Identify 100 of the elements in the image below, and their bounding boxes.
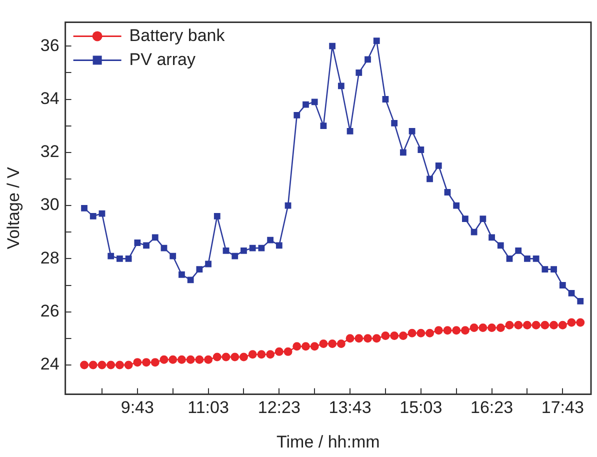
point <box>168 355 178 364</box>
point <box>408 328 416 338</box>
point <box>310 342 319 351</box>
y-tick-label: 28 <box>40 248 60 268</box>
point <box>115 360 124 370</box>
point <box>116 255 123 262</box>
point <box>142 358 151 367</box>
point <box>232 252 238 260</box>
x-tick-label: 11:03 <box>188 398 229 418</box>
point <box>152 234 158 241</box>
point <box>267 236 274 244</box>
point <box>391 120 398 126</box>
point <box>150 358 160 367</box>
point <box>567 318 576 327</box>
legend-label: Battery bank <box>129 26 226 45</box>
x-tick-label: 9:43 <box>120 398 154 418</box>
point <box>444 189 451 196</box>
point <box>98 360 106 370</box>
point <box>284 202 292 209</box>
point <box>258 244 265 252</box>
point <box>319 339 328 348</box>
point <box>514 320 523 330</box>
point <box>195 355 204 364</box>
point <box>106 360 116 370</box>
point <box>354 334 364 343</box>
x-tick-label: 15:03 <box>400 398 442 418</box>
point <box>108 252 114 260</box>
x-tick-label: 12:23 <box>258 398 300 418</box>
point <box>488 324 496 332</box>
point <box>222 352 230 362</box>
point <box>204 355 213 364</box>
point <box>497 242 504 249</box>
point <box>443 326 452 335</box>
point <box>532 255 540 262</box>
point <box>284 347 292 356</box>
point <box>292 342 302 351</box>
point <box>329 42 336 50</box>
point <box>134 240 141 246</box>
point <box>178 271 185 278</box>
point <box>559 282 566 288</box>
point <box>373 38 380 44</box>
point <box>187 276 194 284</box>
point <box>276 242 282 249</box>
point <box>416 328 426 338</box>
point <box>88 360 98 370</box>
point <box>160 244 168 252</box>
point <box>98 210 106 217</box>
point <box>222 248 230 254</box>
point <box>124 360 133 370</box>
point <box>346 334 354 343</box>
point <box>133 358 142 367</box>
point <box>196 266 203 273</box>
point <box>81 205 88 212</box>
y-tick-label: 34 <box>40 88 60 108</box>
point <box>248 350 257 359</box>
point <box>240 248 247 254</box>
y-tick-label: 32 <box>40 142 60 162</box>
point <box>356 69 362 76</box>
point <box>301 342 310 351</box>
point <box>390 331 399 340</box>
point <box>453 202 460 209</box>
point <box>426 176 433 182</box>
point <box>426 328 434 338</box>
point <box>274 347 284 356</box>
point <box>320 122 327 130</box>
point <box>460 326 470 335</box>
point <box>90 212 96 220</box>
point <box>80 360 89 370</box>
point <box>505 320 514 330</box>
point <box>435 162 442 169</box>
point <box>125 255 132 262</box>
point <box>160 355 168 364</box>
point <box>515 248 522 254</box>
point <box>302 101 309 108</box>
legend-label: PV array <box>129 50 196 69</box>
y-axis-title: Voltage / V <box>4 166 23 250</box>
point <box>266 350 275 359</box>
point <box>338 82 344 90</box>
point <box>170 252 176 260</box>
point <box>524 255 530 262</box>
point <box>398 331 408 340</box>
point <box>346 128 354 134</box>
point <box>542 266 548 273</box>
point <box>568 290 575 296</box>
point <box>230 352 240 362</box>
y-tick-label: 30 <box>40 195 60 214</box>
point <box>522 320 532 330</box>
point <box>212 352 222 362</box>
point <box>577 298 584 304</box>
point <box>400 149 406 156</box>
point <box>143 242 150 249</box>
point <box>257 350 266 359</box>
x-tick-label: 17:43 <box>541 398 584 418</box>
point <box>186 355 195 364</box>
point <box>558 320 567 330</box>
point <box>470 228 478 236</box>
point <box>488 234 495 241</box>
point <box>408 128 416 134</box>
point <box>550 266 557 273</box>
y-tick-label: 26 <box>40 302 60 321</box>
